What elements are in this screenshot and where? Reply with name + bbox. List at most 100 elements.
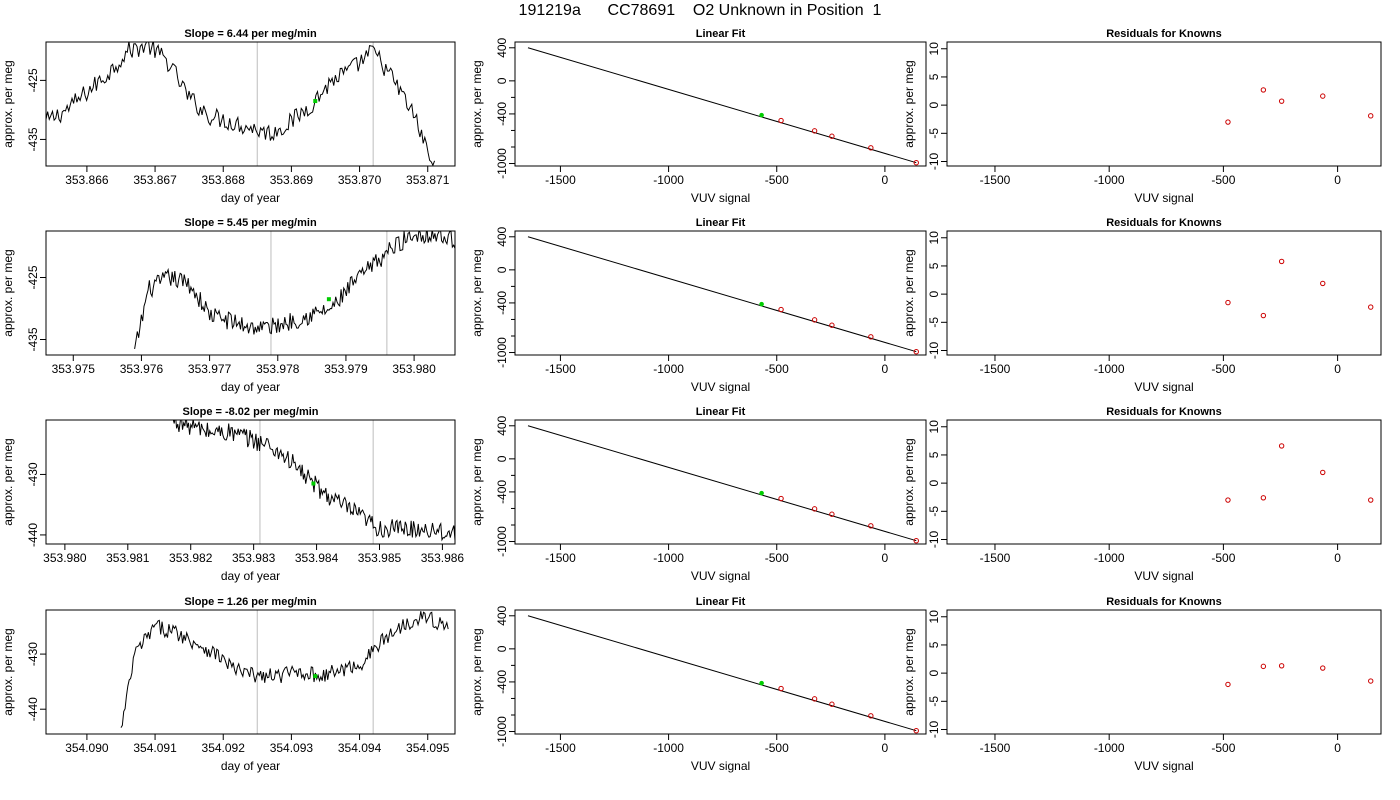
residual-point	[1278, 443, 1285, 449]
known-standard-point	[868, 523, 874, 529]
plot-area	[172, 420, 455, 544]
x-tick-label: 353.979	[324, 362, 368, 376]
y-tick-label: 0	[927, 101, 941, 108]
x-axis-label: day of year	[221, 569, 280, 583]
y-axis-label: approx. per meg	[902, 60, 916, 147]
panel-title: Slope = 6.44 per meg/min	[184, 28, 317, 40]
known-standard-point	[778, 685, 784, 692]
x-tick-label: 0	[882, 362, 889, 376]
y-tick-label: 10	[927, 420, 941, 434]
known-standard-point	[829, 511, 835, 517]
plot-area	[527, 425, 919, 544]
x-axis-label: VUV signal	[691, 569, 750, 583]
plot-area	[527, 47, 919, 166]
y-tick-label: 0	[927, 479, 941, 486]
residual-point	[1278, 98, 1285, 104]
panel-row3-trace: Slope = -8.02 per meg/min day of year appr…	[1, 406, 464, 583]
fit-line	[527, 236, 917, 353]
plot-frame	[946, 230, 1382, 356]
plot-area	[1225, 258, 1374, 319]
plot-area	[1225, 87, 1374, 125]
y-axis-label: approx. per meg	[470, 438, 484, 525]
x-axis-label: VUV signal	[691, 380, 750, 394]
known-standard-point	[829, 133, 835, 139]
y-tick-label: 0	[495, 77, 509, 84]
y-axis-label: approx. per meg	[470, 60, 484, 147]
known-standard-point	[913, 537, 919, 544]
panel-title: Linear Fit	[696, 217, 746, 229]
y-tick-label: -1000	[495, 716, 509, 747]
residual-point	[1225, 681, 1231, 688]
known-standard-point	[811, 317, 818, 323]
x-tick-label: 353.871	[406, 173, 450, 187]
residual-point	[1320, 665, 1326, 671]
plot-frame	[514, 230, 927, 356]
window-midpoint-marker	[311, 481, 316, 486]
x-tick-label: -1000	[653, 551, 684, 565]
y-tick-label: 400	[495, 415, 509, 435]
x-tick-label: 354.090	[65, 741, 109, 755]
y-axis-label: approx. per meg	[1, 438, 15, 525]
known-standard-point	[868, 145, 874, 151]
figure-title: 191219a CC78691 O2 Unknown in Position 1	[518, 2, 882, 19]
unknown-sample-point	[759, 112, 764, 118]
y-tick-label: -440	[26, 697, 40, 721]
y-axis-label: approx. per meg	[902, 249, 916, 336]
x-tick-label: 353.981	[106, 551, 150, 565]
x-tick-label: 0	[1334, 173, 1341, 187]
x-tick-label: -500	[765, 741, 789, 755]
residual-point	[1260, 87, 1267, 93]
y-tick-label: 400	[495, 605, 509, 625]
y-axis-label: approx. per meg	[470, 249, 484, 336]
y-tick-label: -10	[927, 530, 941, 548]
known-standard-point	[811, 128, 818, 134]
x-axis-label: day of year	[221, 380, 280, 394]
panel-title: Slope = -8.02 per meg/min	[182, 406, 318, 418]
y-tick-label: -5	[927, 696, 941, 707]
x-tick-label: 354.095	[406, 741, 450, 755]
x-tick-label: -500	[1211, 173, 1235, 187]
plot-frame	[514, 41, 927, 167]
x-tick-label: 353.980	[392, 362, 436, 376]
x-tick-label: 353.867	[133, 173, 177, 187]
x-tick-label: 353.870	[338, 173, 382, 187]
y-tick-label: -10	[927, 152, 941, 170]
known-standard-point	[811, 506, 818, 512]
x-tick-label: -1000	[1094, 741, 1125, 755]
known-standard-point	[778, 495, 784, 502]
residual-point	[1225, 299, 1231, 306]
y-tick-label: -435	[26, 327, 40, 351]
plot-area	[134, 231, 455, 355]
y-tick-label: -440	[26, 523, 40, 547]
y-tick-label: -10	[927, 341, 941, 359]
fit-line	[527, 615, 917, 732]
panel-title: Slope = 5.45 per meg/min	[184, 217, 317, 229]
plot-frame	[514, 419, 927, 545]
x-tick-label: 353.985	[358, 551, 402, 565]
y-tick-label: 10	[927, 610, 941, 624]
residual-point	[1260, 495, 1267, 501]
panel-row4-trace: Slope = 1.26 per meg/min day of year appro…	[1, 596, 456, 773]
signal-trace	[172, 420, 455, 542]
x-tick-label: 354.094	[338, 741, 382, 755]
y-tick-label: 0	[927, 669, 941, 676]
x-tick-label: 354.093	[270, 741, 314, 755]
known-standard-point	[868, 334, 874, 340]
x-tick-label: 353.984	[295, 551, 339, 565]
plot-frame	[514, 609, 927, 735]
x-tick-label: -1500	[545, 362, 576, 376]
fit-line	[527, 47, 917, 164]
y-tick-label: -1000	[495, 148, 509, 179]
y-tick-label: -10	[927, 720, 941, 738]
plot-frame	[946, 609, 1382, 735]
x-tick-label: -1000	[653, 362, 684, 376]
x-tick-label: -1500	[980, 551, 1011, 565]
y-axis-label: approx. per meg	[1, 628, 15, 715]
window-midpoint-marker	[326, 297, 331, 302]
x-axis-label: day of year	[221, 191, 280, 205]
y-tick-label: 5	[927, 451, 941, 458]
plot-frame	[946, 41, 1382, 167]
known-standard-point	[778, 117, 784, 124]
unknown-sample-point	[759, 680, 764, 686]
